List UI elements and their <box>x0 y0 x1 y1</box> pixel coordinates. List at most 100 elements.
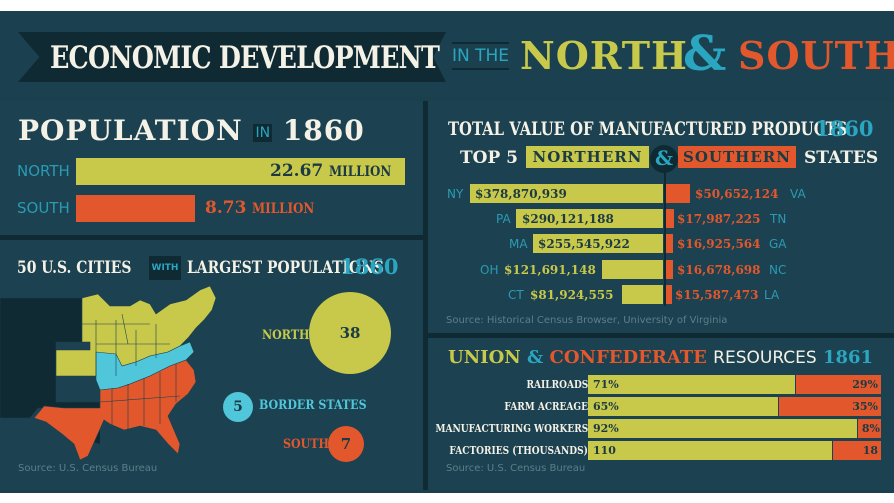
resource-row: FACTORIES (THOUSANDS) 110 18 <box>430 441 894 460</box>
confederate-bar <box>833 441 881 460</box>
union-bar <box>588 441 832 460</box>
mfg-row: PA $290,121,188 $17,987,225 TN <box>430 209 894 229</box>
cities-title-part-b: LARGEST POPULATIONS <box>187 257 385 278</box>
mfg-top5: TOP 5 <box>460 148 518 168</box>
north-circle-label: NORTH <box>262 328 310 343</box>
south-circle: 7 <box>328 426 364 462</box>
north-circle-count: 38 <box>339 324 361 342</box>
north-bar <box>533 234 663 253</box>
resource-label: RAILROADS <box>526 378 588 391</box>
resource-label: FARM ACREAGE <box>504 400 588 413</box>
cities-source: Source: U.S. Census Bureau <box>18 463 158 474</box>
resources-title: UNION & CONFEDERATE RESOURCES 1861 <box>448 346 873 370</box>
mfg-title-text: TOTAL VALUE OF MANUFACTURED PRODUCTS <box>448 118 848 140</box>
mfg-row: OH $121,691,148 $16,678,698 NC <box>430 260 894 280</box>
mfg-states: STATES <box>804 148 879 168</box>
south-state: TN <box>770 212 787 226</box>
south-state: GA <box>769 237 787 251</box>
south-value-number: 8.73 <box>205 198 247 218</box>
south-value: $50,652,124 <box>695 187 779 201</box>
border-circle: 5 <box>223 392 253 422</box>
union-value: 92% <box>593 422 619 435</box>
resource-row: MANUFACTURING WORKERS 92% 8% <box>430 419 894 438</box>
population-title-text: POPULATION <box>18 114 243 147</box>
resource-label: FACTORIES (THOUSANDS) <box>449 444 588 457</box>
mfg-southern-tag: SOUTHERN <box>678 146 796 168</box>
mfg-row: CT $81,924,555 $15,587,473 LA <box>430 285 894 305</box>
divider-left <box>0 235 423 240</box>
south-value: $16,925,564 <box>677 237 761 251</box>
south-value: $17,987,225 <box>677 212 761 226</box>
north-value: $121,691,148 <box>504 263 596 277</box>
cities-title-part-a: 50 U.S. CITIES <box>17 257 132 278</box>
title-north: NORTH <box>520 33 688 78</box>
population-north-label: NORTH <box>17 162 70 180</box>
confederate-value: 35% <box>852 400 878 413</box>
confederate-bar <box>779 397 881 416</box>
population-in-tag: IN <box>253 123 273 142</box>
confederate-value: 8% <box>861 422 880 435</box>
divider-right <box>428 333 894 338</box>
cities-with-tag: WITH <box>148 256 182 280</box>
population-south-value: 8.73 MILLION <box>205 195 326 223</box>
mfg-center-axis <box>664 170 666 306</box>
mfg-ampersand: & <box>650 145 678 173</box>
north-circle: 38 <box>309 292 391 374</box>
mfg-row: MA $255,545,922 $16,925,564 GA <box>430 234 894 254</box>
us-map <box>0 285 217 461</box>
south-state: LA <box>764 288 780 302</box>
title-ampersand: & <box>683 26 727 82</box>
north-bar <box>516 209 663 228</box>
map-south <box>33 359 197 461</box>
resources-year: 1861 <box>822 347 874 368</box>
mfg-title: TOTAL VALUE OF MANUFACTURED PRODUCTS <box>448 117 894 141</box>
title-ribbon <box>18 32 446 82</box>
north-state: PA <box>496 212 511 226</box>
union-bar <box>588 375 795 394</box>
resources-confederate: CONFEDERATE <box>549 347 707 368</box>
south-bar <box>666 209 674 228</box>
north-state: NY <box>447 187 464 201</box>
south-bar <box>666 184 690 203</box>
north-value: $290,121,188 <box>522 212 614 226</box>
resources-union: UNION <box>448 347 521 368</box>
north-value: $378,870,939 <box>475 187 567 201</box>
population-year: 1860 <box>282 114 365 147</box>
mfg-northern-tag: NORTHERN <box>526 146 649 168</box>
mfg-source: Source: Historical Census Browser, Unive… <box>446 315 728 326</box>
north-state: OH <box>480 263 499 277</box>
south-value-unit: MILLION <box>252 201 315 217</box>
union-value: 65% <box>593 400 619 413</box>
divider-vertical <box>423 101 428 490</box>
confederate-value: 29% <box>852 378 878 391</box>
south-value: $16,678,698 <box>677 263 761 277</box>
north-value-unit: MILLION <box>329 164 392 180</box>
resources-amp: & <box>526 347 544 368</box>
border-circle-label: BORDER STATES <box>259 398 367 413</box>
cities-year: 1860 <box>340 254 399 279</box>
north-value: $255,545,922 <box>538 237 630 251</box>
north-bar <box>622 285 663 304</box>
north-value-number: 22.67 <box>270 161 324 181</box>
south-bar <box>666 285 672 304</box>
cities-title: 50 U.S. CITIES WITH LARGEST POPULATIONS <box>17 256 428 280</box>
population-north-value: 22.67 MILLION <box>270 158 402 186</box>
south-state: NC <box>769 263 787 277</box>
union-value: 110 <box>593 444 616 457</box>
title-in-the: IN THE <box>452 42 510 70</box>
title-south: SOUTH <box>738 33 894 78</box>
south-circle-count: 7 <box>340 435 352 453</box>
north-bar <box>602 260 663 279</box>
union-bar <box>588 419 857 438</box>
south-value: $15,587,473 <box>675 288 759 302</box>
population-north-bar <box>76 158 405 185</box>
union-bar <box>588 397 778 416</box>
population-south-bar <box>76 195 195 222</box>
population-south-label: SOUTH <box>17 199 70 217</box>
south-state: VA <box>790 187 806 201</box>
mfg-row: NY $378,870,939 $50,652,124 VA <box>430 184 894 204</box>
north-state: MA <box>509 237 528 251</box>
union-value: 71% <box>593 378 619 391</box>
north-state: CT <box>508 288 524 302</box>
resource-label: MANUFACTURING WORKERS <box>435 422 588 435</box>
